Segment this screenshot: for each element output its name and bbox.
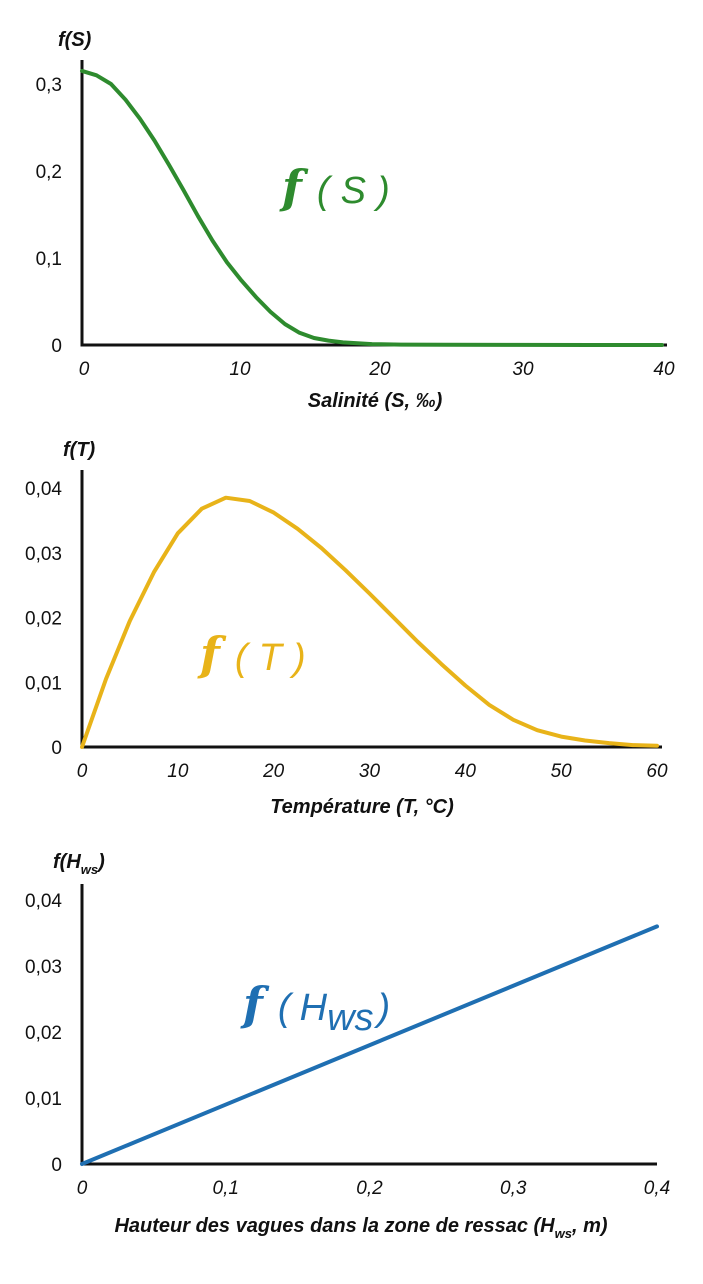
x-tick-label: 0,2 [356,1178,383,1199]
annotation-variable: H [300,987,328,1029]
annotation-f-letter: f [240,977,270,1031]
x-tick-label: 60 [646,761,668,782]
y-axis-label-temperature: f(T) [63,439,96,461]
x-tick-label: 0,1 [213,1178,239,1199]
y-tick-label: 0,01 [25,1089,62,1110]
annotation-f-s: f ( S ) [279,160,390,214]
annotation-close-paren: ) [374,987,391,1029]
annotation-open-paren: ( [317,170,333,212]
annotation-open-paren: ( [235,637,251,679]
annotation-f-letter: f [279,160,309,214]
y-tick-label: 0,02 [25,609,62,630]
y-tick-label: 0 [51,738,62,759]
annotation-close-paren: ) [289,637,306,679]
series-line-f-t [80,495,659,749]
y-tick-label: 0,04 [25,891,62,912]
axes-salinity [80,60,667,347]
y-tick-label: 0,03 [25,957,62,978]
y-label-sub: ws [81,862,98,877]
axes-temperature [80,470,662,749]
y-tick-label: 0,1 [36,249,62,270]
y-axis-label-wave-height: f(Hws) [53,851,105,877]
x-axis-label-wave-height: Hauteur des vagues dans la zone de ressa… [114,1215,607,1241]
y-tick-label: 0,03 [25,544,62,565]
annotation-variable: T [259,637,285,679]
y-axis-label-salinity: f(S) [58,29,92,51]
x-ticks-salinity: 0 10 20 30 40 [79,359,675,380]
x-tick-label: 10 [167,761,189,782]
x-ticks-temperature: 0 10 20 30 40 50 60 [77,761,668,782]
y-ticks-temperature: 0 0,01 0,02 0,03 0,04 [25,479,62,759]
annotation-variable: S [341,170,366,212]
annotation-open-paren: ( [278,987,294,1029]
x-label-sub: ws [555,1226,572,1241]
x-tick-label: 0,4 [644,1178,670,1199]
x-tick-label: 0,3 [500,1178,527,1199]
x-axis-label-salinity: Salinité (S, ‰) [308,390,443,412]
y-tick-label: 0,2 [36,162,62,183]
x-tick-label: 10 [229,359,251,380]
y-tick-label: 0,01 [25,673,62,694]
x-tick-label: 50 [551,761,573,782]
annotation-f-hws: f ( Hws) [240,977,390,1039]
x-tick-label: 20 [262,761,285,782]
y-label-main: f(H [53,851,81,873]
x-tick-label: 40 [455,761,477,782]
y-tick-label: 0,02 [25,1023,62,1044]
x-tick-label: 0 [77,1178,88,1199]
y-tick-label: 0 [51,336,62,357]
y-label-close: ) [96,851,105,873]
y-tick-label: 0,3 [36,75,62,96]
x-tick-label: 30 [359,761,381,782]
annotation-subscript: ws [327,997,373,1039]
y-ticks-wave-height: 0 0,01 0,02 0,03 0,04 [25,891,62,1176]
chart-wave-height: f(Hws) 00,010,020,030,04 0 0,1 0,2 0,3 0,4 H… [25,851,670,1241]
y-tick-label: 0,04 [25,479,62,500]
chart-salinity: f(S) 0 0,1 0,2 0,3 0 10 20 30 40 Salinité (S, ‰… [36,29,675,412]
x-tick-label: 0 [79,359,90,380]
x-ticks-wave-height: 0 0,1 0,2 0,3 0,4 [77,1178,671,1199]
series-line-f-hws [80,924,659,1166]
annotation-f-letter: f [197,627,227,681]
x-axis-label-temperature: Température (T, °C) [270,796,454,818]
x-tick-label: 30 [512,359,534,380]
series-line-f-s [80,68,664,347]
annotation-close-paren: ) [373,170,390,212]
y-tick-label: 0 [51,1155,62,1176]
x-label-close: , m) [571,1215,608,1237]
x-tick-label: 40 [653,359,675,380]
chart-temperature: f(T) 0 0,01 0,02 0,03 0,04 0 10 20 30 40 50 60 Tem… [25,439,668,818]
annotation-f-t: f ( T ) [197,627,306,681]
x-tick-label: 0 [77,761,88,782]
x-label-main: Hauteur des vagues dans la zone de ressa… [114,1215,555,1237]
y-ticks-salinity: 0 0,1 0,2 0,3 [36,75,62,357]
x-tick-label: 20 [368,359,391,380]
